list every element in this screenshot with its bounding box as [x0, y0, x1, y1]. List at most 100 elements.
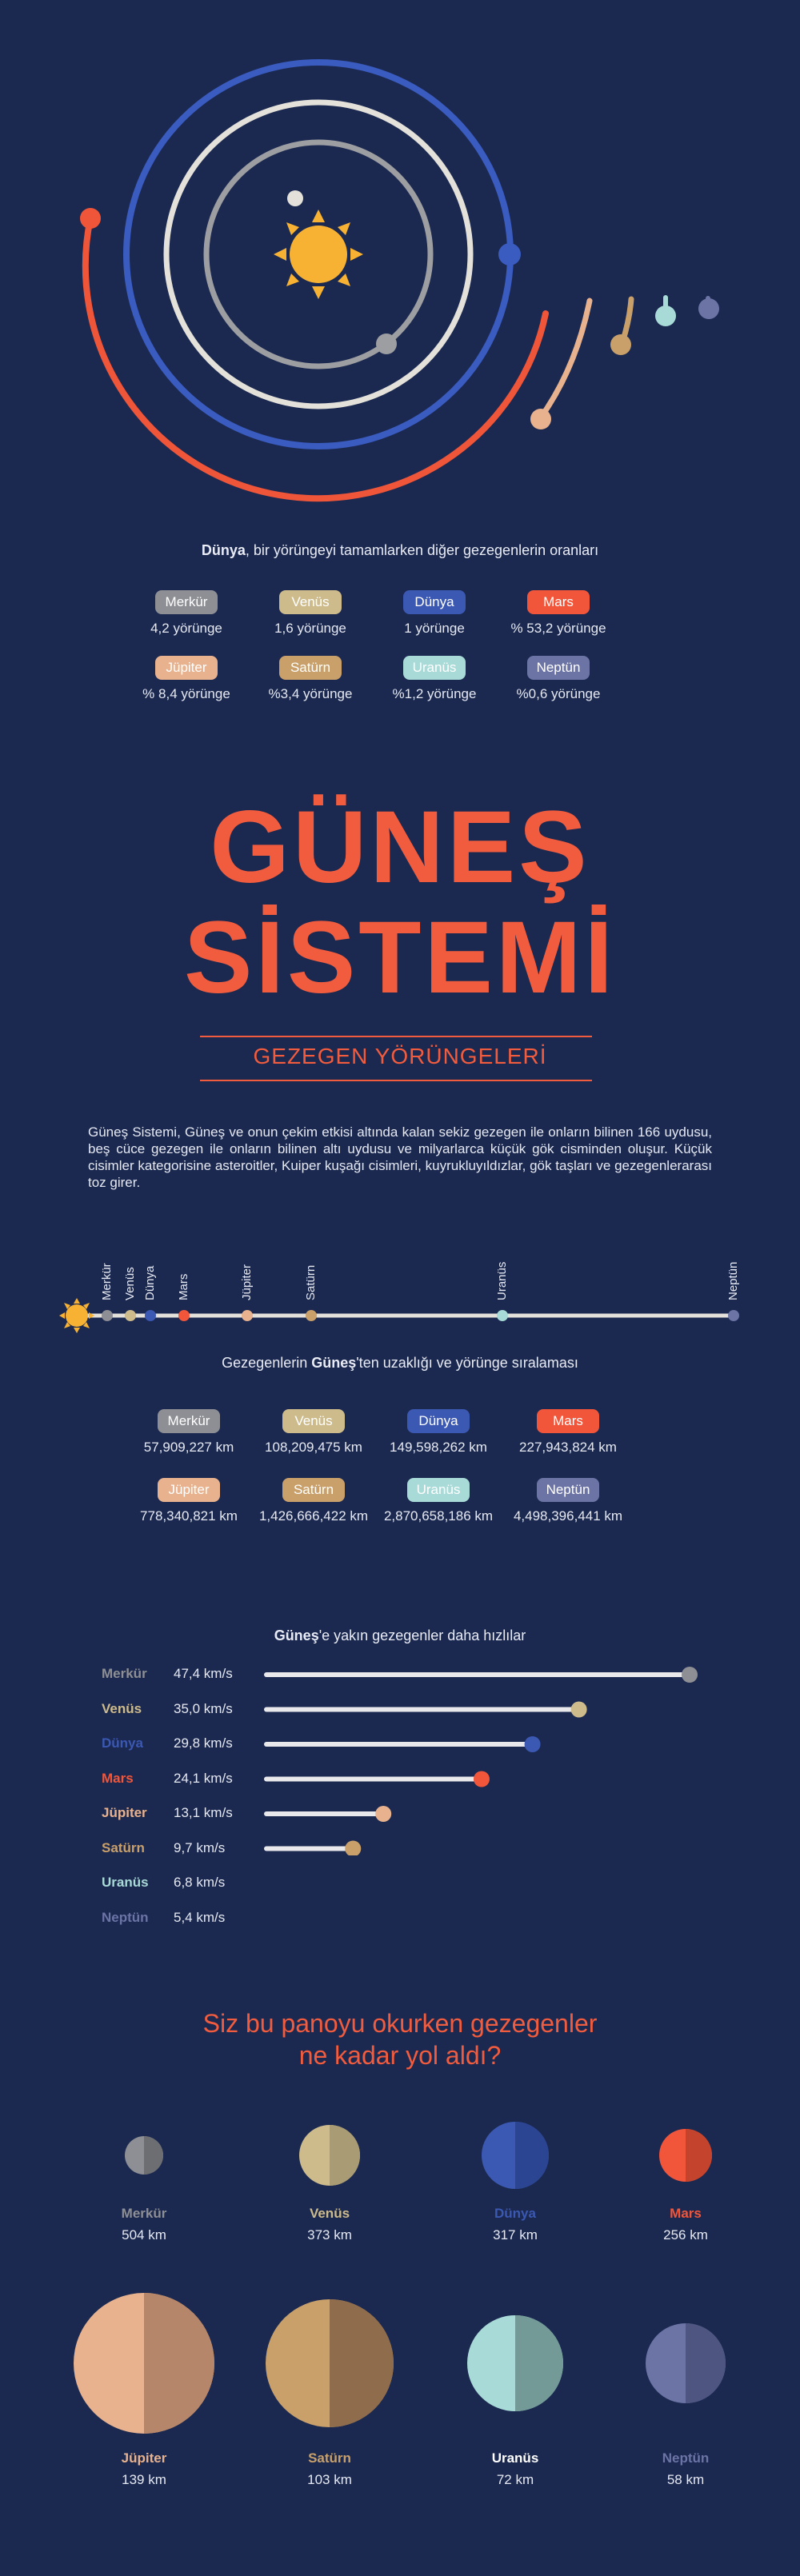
travel-planet-icon: [125, 2136, 163, 2175]
ratio-value: % 53,2 yörünge: [510, 621, 606, 636]
speed-planet-name: Mars: [102, 1770, 134, 1786]
timeline-label: Dünya: [143, 1265, 157, 1300]
travel-planet-km: 317 km: [493, 2227, 538, 2243]
speed-bars: [264, 1667, 698, 1855]
ratio-value: 4,2 yörünge: [150, 621, 222, 636]
travel-planet-name: Dünya: [494, 2206, 536, 2221]
travel-planet-icon: [467, 2315, 563, 2411]
travel-planet-shade: [144, 2293, 214, 2434]
speed-planet-name: Uranüs: [102, 1875, 149, 1890]
mars-orbit: [82, 215, 549, 502]
speed-planet-name: Venüs: [102, 1700, 142, 1716]
ratio-pill: Satürn: [279, 656, 342, 680]
speed-bar-end: [682, 1667, 698, 1683]
timeline-label: Uranüs: [495, 1261, 509, 1300]
orbit-illustration: [80, 59, 719, 502]
speed-bar-end: [473, 1771, 490, 1787]
travel-heading-2: ne kadar yol aldı?: [298, 2041, 502, 2070]
venus-orbit: [163, 99, 474, 409]
timeline-dot: [306, 1310, 317, 1321]
speed-value: 5,4 km/s: [174, 1909, 226, 1925]
ratio-pill: Mars: [527, 590, 590, 614]
ratio-pill: Neptün: [527, 656, 590, 680]
travel-planet-icon: [266, 2299, 394, 2427]
distance-value: 149,598,262 km: [390, 1440, 487, 1455]
travel-planet-km: 504 km: [122, 2227, 166, 2243]
ratio-caption-bold: Dünya: [201, 542, 246, 558]
travel-planet-icon: [646, 2323, 726, 2403]
ratio-value: %1,2 yörünge: [392, 686, 477, 701]
ratio-value: %0,6 yörünge: [516, 686, 601, 701]
timeline-label: Venüs: [123, 1267, 137, 1300]
travel-planet-shade: [330, 2125, 360, 2186]
travel-planet-shade: [515, 2122, 549, 2189]
travel-planet-icon: [659, 2129, 712, 2182]
timeline-dot: [497, 1310, 508, 1321]
distance-pill: Mars: [537, 1409, 599, 1433]
speed-planet-name: Satürn: [102, 1839, 145, 1855]
ratio-value: 1,6 yörünge: [274, 621, 346, 636]
travel-planet-shade: [686, 2323, 726, 2403]
ratio-pill: Dünya: [403, 590, 466, 614]
ratio-caption-rest: , bir yörüngeyi tamamlarken diğer gezege…: [245, 542, 599, 558]
travel-planet-km: 58 km: [666, 2472, 705, 2487]
travel-planet-icon: [299, 2125, 360, 2186]
speed-value: 6,8 km/s: [174, 1875, 226, 1890]
distance-value: 227,943,824 km: [519, 1440, 617, 1455]
distance-pill: Satürn: [282, 1478, 345, 1502]
uranus-orbit-planet: [655, 306, 676, 326]
speed-planet-name: Dünya: [102, 1735, 143, 1751]
speed-value: 24,1 km/s: [174, 1770, 233, 1786]
distance-value: 1,426,666,422 km: [258, 1508, 369, 1524]
intro-paragraph: Güneş Sistemi, Güneş ve onun çekim etkis…: [88, 1124, 712, 1190]
distance-pill: Jüpiter: [158, 1478, 220, 1502]
timeline: Merkür Venüs Dünya Mars Jüpiter Satürn Uranüs N…: [0, 1248, 800, 1336]
speed-value: 13,1 km/s: [174, 1805, 233, 1820]
travel-planet-shade: [330, 2299, 394, 2427]
travel-planet-name: Merkür: [121, 2206, 167, 2221]
travel-planet-name: Neptün: [662, 2450, 710, 2466]
travel-planet-name: Venüs: [309, 2206, 350, 2221]
travel-planet-name: Jüpiter: [121, 2450, 167, 2466]
travel-planet-shade: [686, 2129, 712, 2182]
speed-value: 9,7 km/s: [174, 1839, 226, 1855]
travel-planet-km: 373 km: [307, 2227, 352, 2243]
ratio-caption: Dünya, bir yörüngeyi tamamlarken diğer g…: [0, 542, 800, 559]
mercury-orbit-planet: [376, 333, 397, 354]
speed-value: 29,8 km/s: [174, 1735, 233, 1751]
timeline-sun-icon: [59, 1298, 94, 1333]
timeline-label: Jüpiter: [240, 1264, 254, 1300]
timeline-label: Neptün: [726, 1261, 740, 1300]
speed-caption-rest: 'e yakın gezegenler daha hızlılar: [318, 1627, 526, 1643]
travel-planet-km: 103 km: [307, 2472, 352, 2487]
travel-heading-1: Siz bu panoyu okurken gezegenler: [202, 2009, 598, 2038]
timeline-label: Mars: [177, 1273, 190, 1300]
ratio-value: %3,4 yörünge: [268, 686, 353, 701]
speed-bar-end: [524, 1736, 541, 1752]
speed-caption: Güneş'e yakın gezegenler daha hızlılar: [0, 1627, 800, 1644]
distance-caption: Gezegenlerin Güneş'ten uzaklığı ve yörün…: [0, 1355, 800, 1372]
travel-planet-icon: [482, 2122, 549, 2189]
travel-planet-km: 256 km: [663, 2227, 708, 2243]
distance-value: 108,209,475 km: [265, 1440, 362, 1455]
speed-value: 35,0 km/s: [174, 1700, 233, 1716]
speed-planet-name: Neptün: [102, 1909, 149, 1925]
distance-caption-post: 'ten uzaklığı ve yörünge sıralaması: [356, 1355, 578, 1371]
ratio-value: % 8,4 yörünge: [142, 686, 230, 701]
travel-planet-km: 72 km: [496, 2472, 534, 2487]
timeline-dot: [242, 1310, 253, 1321]
title-subtitle: GEZEGEN YÖRÜNGELERİ: [253, 1044, 547, 1068]
ratio-value: 1 yörünge: [404, 621, 465, 636]
distance-pill: Dünya: [407, 1409, 470, 1433]
timeline-dot: [125, 1310, 136, 1321]
mercury-orbit: [203, 139, 434, 369]
distance-pill: Venüs: [282, 1409, 345, 1433]
travel-planet-name: Satürn: [308, 2450, 351, 2466]
travel-planet-name: Uranüs: [491, 2450, 539, 2466]
jupiter-orbit-planet: [530, 409, 551, 429]
speed-bar-end: [570, 1701, 587, 1718]
timeline-label: Merkür: [100, 1263, 114, 1300]
travel-planet-shade: [515, 2315, 563, 2411]
speed-planet-name: Merkür: [102, 1666, 147, 1681]
timeline-label: Satürn: [304, 1264, 318, 1300]
